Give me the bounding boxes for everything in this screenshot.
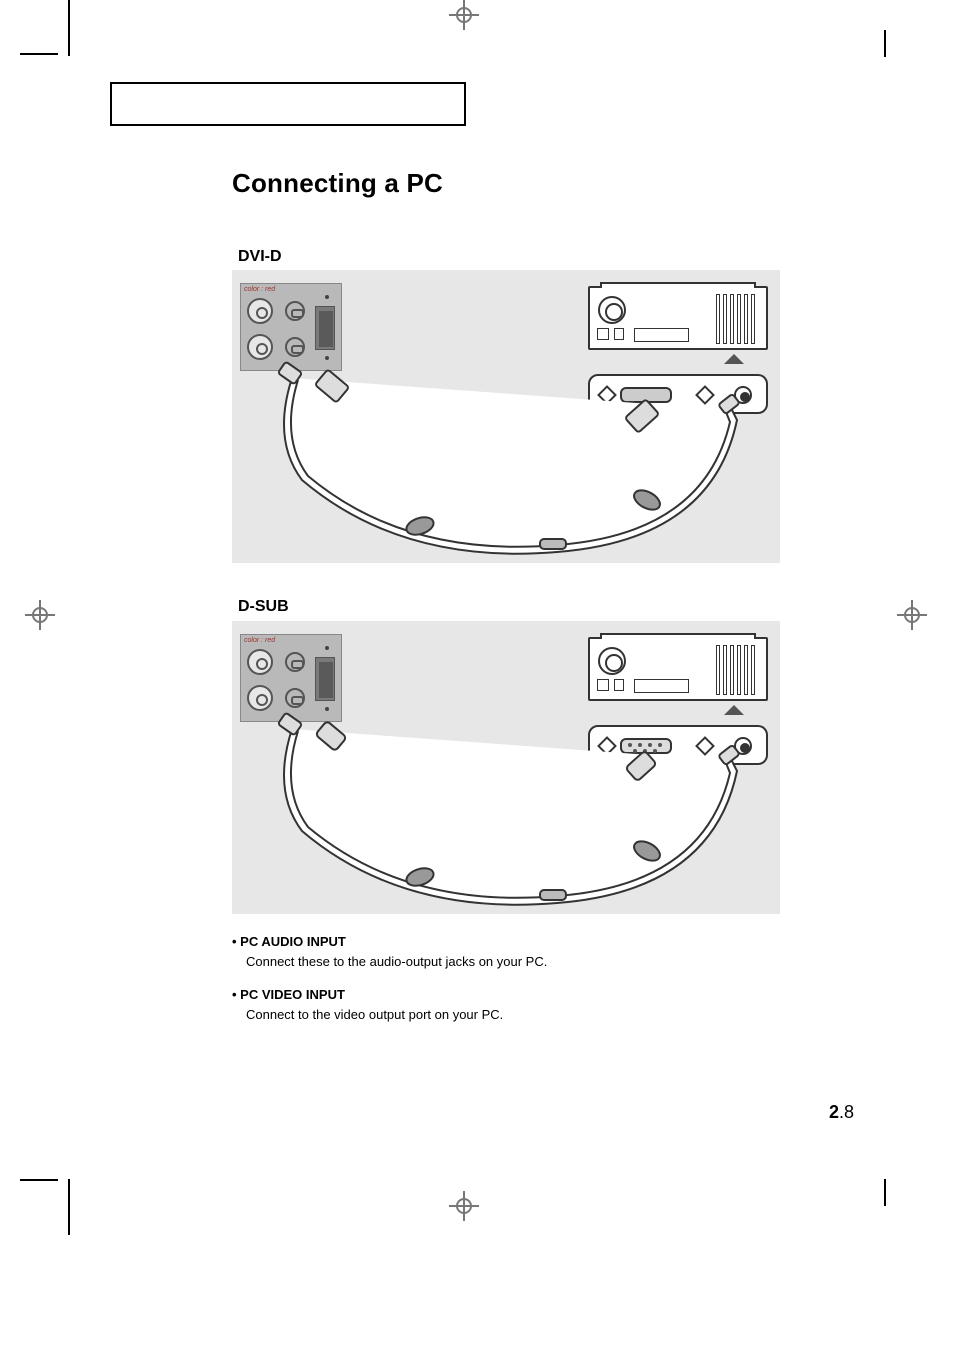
port-color-label: color : red xyxy=(244,286,275,293)
screw-icon xyxy=(325,356,329,360)
vga-connector-icon xyxy=(620,738,672,754)
registration-mark-icon xyxy=(897,600,927,630)
hex-screw-icon xyxy=(597,736,617,756)
dvid-diagram: color : red xyxy=(232,270,780,563)
hex-screw-icon xyxy=(597,385,617,405)
page-number-section: 2 xyxy=(829,1102,839,1122)
screw-icon xyxy=(325,707,329,711)
hex-screw-icon xyxy=(695,385,715,405)
crop-mark xyxy=(68,0,70,56)
dvi-port-icon xyxy=(315,306,335,350)
rca-jack-icon xyxy=(247,649,273,675)
rca-jack-icon xyxy=(247,334,273,360)
rca-jack-icon xyxy=(247,298,273,324)
mini-jack-icon xyxy=(285,301,305,321)
pc-back-illustration xyxy=(588,286,768,350)
mini-jack-icon xyxy=(285,688,305,708)
screw-icon xyxy=(325,646,329,650)
pc-port-panel xyxy=(588,725,768,765)
pc-port-panel xyxy=(588,374,768,414)
hex-screw-icon xyxy=(695,736,715,756)
dsub-diagram: color : red xyxy=(232,621,780,914)
screw-icon xyxy=(325,295,329,299)
crop-mark xyxy=(20,1179,58,1181)
page-title: Connecting a PC xyxy=(232,168,443,199)
pc-back-illustration xyxy=(588,637,768,701)
audio-jack-icon xyxy=(734,737,752,755)
notes-section: • PC AUDIO INPUT Connect these to the au… xyxy=(232,932,780,1038)
registration-mark-icon xyxy=(449,0,479,30)
section-tab-box xyxy=(110,82,466,126)
dvi-port-icon xyxy=(315,657,335,701)
crop-mark xyxy=(884,30,886,57)
mini-jack-icon xyxy=(285,337,305,357)
page-number-index: .8 xyxy=(839,1102,854,1122)
tv-port-panel: color : red xyxy=(240,283,342,371)
dsub-section-label: D-SUB xyxy=(238,598,289,616)
crop-mark xyxy=(884,1179,886,1206)
registration-mark-icon xyxy=(25,600,55,630)
fan-icon xyxy=(598,647,626,675)
tv-port-panel: color : red xyxy=(240,634,342,722)
crop-mark xyxy=(68,1179,70,1235)
port-color-label: color : red xyxy=(244,637,275,644)
note-video-title: • PC VIDEO INPUT xyxy=(232,985,780,1005)
arrow-up-icon xyxy=(724,705,744,715)
dvi-connector-icon xyxy=(620,387,672,403)
page-number: 2.8 xyxy=(829,1102,854,1123)
note-audio-title: • PC AUDIO INPUT xyxy=(232,932,780,952)
arrow-up-icon xyxy=(724,354,744,364)
audio-jack-icon xyxy=(734,386,752,404)
fan-icon xyxy=(598,296,626,324)
note-video-desc: Connect to the video output port on your… xyxy=(232,1005,780,1025)
note-audio-desc: Connect these to the audio-output jacks … xyxy=(232,952,780,972)
registration-mark-icon xyxy=(449,1191,479,1221)
note-audio-title-text: PC AUDIO INPUT xyxy=(240,934,346,949)
mini-jack-icon xyxy=(285,652,305,672)
rca-jack-icon xyxy=(247,685,273,711)
crop-mark xyxy=(20,53,58,55)
dvid-section-label: DVI-D xyxy=(238,248,282,266)
note-video-title-text: PC VIDEO INPUT xyxy=(240,987,345,1002)
